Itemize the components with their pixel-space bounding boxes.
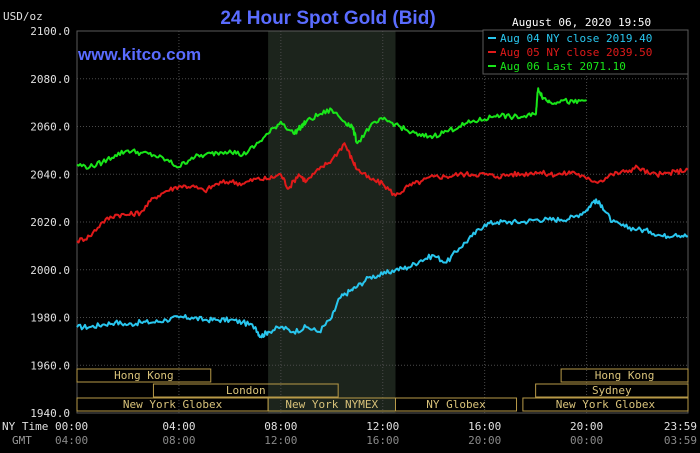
x-tick-label-ny: 08:00 — [264, 420, 297, 433]
market-session-bar — [535, 383, 689, 398]
x-tick-label-gmt: 20:00 — [468, 434, 501, 447]
y-tick-label: 1960.0 — [30, 359, 70, 372]
x-tick-label-ny: 16:00 — [468, 420, 501, 433]
legend-label-aug04: Aug 04 NY close 2019.40 — [500, 32, 652, 45]
legend: Aug 04 NY close 2019.40 Aug 05 NY close … — [482, 29, 689, 75]
legend-label-aug06: Aug 06 Last 2071.10 — [500, 60, 626, 73]
market-session-label: NY Globex — [426, 398, 486, 411]
x-tick-label-gmt: 16:00 — [366, 434, 399, 447]
market-session-label: New York NYMEX — [285, 398, 378, 411]
legend-label-aug05: Aug 05 NY close 2039.50 — [500, 46, 652, 59]
market-session-bar — [152, 383, 339, 398]
y-axis-ticks: 1940.0 1960.0 1980.0 2000.0 2020.0 2040.0 2060… — [30, 25, 70, 420]
plot-frame — [76, 30, 689, 414]
x-tick-label-gmt: 04:00 — [55, 434, 88, 447]
market-session-bar — [560, 368, 689, 383]
watermark: www.kitco.com — [77, 45, 201, 64]
y-tick-label: 1980.0 — [30, 312, 70, 325]
gmt-label: GMT — [12, 434, 32, 447]
market-session-label: New York Globex — [556, 398, 656, 411]
y-tick-label: 2020.0 — [30, 216, 70, 229]
y-tick-label: 2060.0 — [30, 121, 70, 134]
y-tick-label: 2040.0 — [30, 168, 70, 181]
x-tick-label-gmt: 03:59 — [664, 434, 697, 447]
market-session-bar — [76, 368, 212, 383]
x-tick-label-gmt: 12:00 — [264, 434, 297, 447]
y-tick-label: 2000.0 — [30, 264, 70, 277]
y-tick-label: 2100.0 — [30, 25, 70, 38]
y-axis-unit: USD/oz — [3, 10, 43, 23]
x-tick-label-ny: 00:00 — [55, 420, 88, 433]
market-session-label: New York Globex — [123, 398, 223, 411]
market-session-label: Hong Kong — [114, 369, 174, 382]
series-line-aug06 — [76, 87, 587, 170]
series-line-aug04 — [76, 198, 689, 339]
x-tick-label-ny: 20:00 — [570, 420, 603, 433]
chart-title: 24 Hour Spot Gold (Bid) — [220, 8, 435, 29]
timestamp: August 06, 2020 19:50 — [512, 16, 651, 29]
x-tick-label-ny: 12:00 — [366, 420, 399, 433]
legend-box — [482, 29, 689, 75]
series-layer — [76, 87, 689, 339]
x-tick-label-gmt: 08:00 — [162, 434, 195, 447]
ny-time-label: NY Time — [2, 420, 48, 433]
x-axis-ticks: 00:00 04:00 08:00 12:00 16:00 20:00 23:5904:00… — [55, 420, 697, 447]
x-tick-label-ny: 04:00 — [162, 420, 195, 433]
series-line-aug05 — [76, 142, 689, 244]
x-tick-label-ny: 23:59 — [664, 420, 697, 433]
market-session-label: Hong Kong — [595, 369, 655, 382]
y-tick-label: 1940.0 — [30, 407, 70, 420]
market-session-bar — [522, 397, 689, 412]
grid-lines — [77, 30, 688, 414]
market-session-bar — [394, 397, 518, 412]
market-session-label: London — [226, 384, 266, 397]
market-session-label: Sydney — [592, 384, 632, 397]
x-tick-label-gmt: 00:00 — [570, 434, 603, 447]
y-tick-label: 2080.0 — [30, 73, 70, 86]
